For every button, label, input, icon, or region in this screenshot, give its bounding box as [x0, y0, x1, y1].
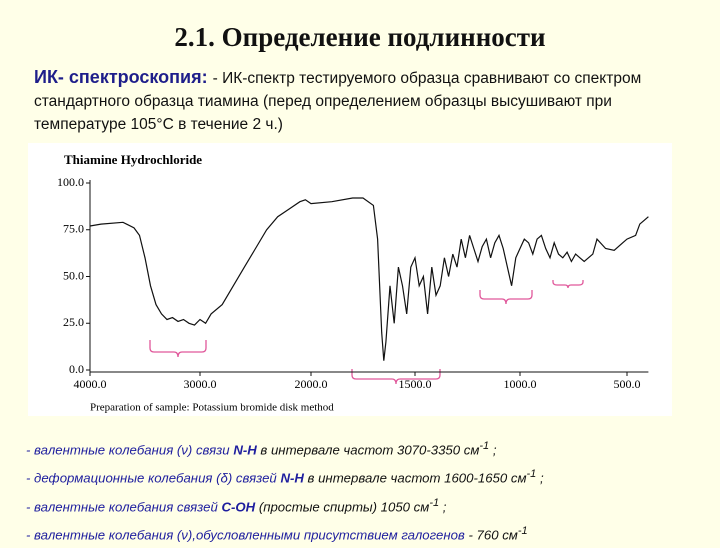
y-tick-label: 25.0 — [63, 315, 84, 329]
note-text: - валентные колебания связей — [26, 499, 222, 515]
braces — [149, 280, 584, 385]
intro-lead: ИК- спектроскопия: — [34, 67, 213, 87]
note: - валентные колебания (ν) связи N-H в ин… — [26, 434, 716, 462]
note-range: (простые спирты) 1050 см — [255, 499, 430, 515]
note-range: в интервале частот 3070-3350 см — [256, 442, 480, 458]
y-tick-label: 75.0 — [63, 222, 84, 236]
note-sup: -1 — [479, 440, 490, 452]
note-range: - 760 см — [464, 527, 518, 543]
y-tick-label: 0.0 — [69, 362, 84, 376]
x-tick-label: 500.0 — [614, 377, 641, 391]
note-end: ; — [536, 470, 544, 486]
chart-title: Thiamine Hydrochloride — [64, 152, 202, 167]
x-tick-label: 3000.0 — [184, 377, 217, 391]
x-tick-label: 2000.0 — [295, 377, 328, 391]
x-tick-label: 1000.0 — [504, 377, 537, 391]
note-text: - деформационные колебания (δ) связей — [26, 470, 281, 486]
intro: ИК- спектроскопия: - ИК-спектр тестируем… — [34, 66, 694, 136]
brace — [351, 369, 441, 385]
spectrum-line — [89, 197, 649, 361]
brace — [552, 280, 584, 289]
x-tick-label: 4000.0 — [74, 377, 107, 391]
note: - валентные колебания (ν),обусловленными… — [26, 519, 716, 547]
slide-title: 2.1. Определение подлинности — [174, 22, 546, 52]
x-tick-label: 1500.0 — [399, 377, 432, 391]
intro-text: - ИК-спектр тестируемого образца сравнив… — [34, 70, 642, 133]
note-range: в интервале частот 1600-1650 см — [303, 470, 527, 486]
note-end: ; — [489, 442, 497, 458]
y-tick-label: 100.0 — [57, 175, 84, 189]
spectrum-chart: Thiamine Hydrochloride Preparation of sa… — [28, 143, 672, 416]
note-text: - валентные колебания (ν),обусловленными… — [26, 527, 465, 543]
note-sup: -1 — [517, 525, 528, 538]
note-sup: -1 — [429, 496, 440, 509]
note-bond: N-H — [233, 442, 257, 458]
note: - валентные колебания связей С-ОН (прост… — [26, 491, 716, 519]
brace — [149, 340, 207, 358]
chart-footer: Preparation of sample: Potassium bromide… — [90, 402, 334, 414]
note: - деформационные колебания (δ) связей N-… — [26, 462, 716, 490]
brace — [479, 290, 533, 305]
y-tick-label: 50.0 — [63, 268, 84, 282]
note-bond: С-ОН — [221, 499, 256, 515]
note-sup: -1 — [526, 468, 537, 481]
chart-background — [28, 143, 672, 416]
note-end: ; — [439, 499, 447, 515]
note-text: - валентные колебания (ν) связи — [26, 442, 234, 458]
note-bond: N-H — [280, 470, 304, 486]
notes: - валентные колебания (ν) связи N-H в ин… — [26, 434, 716, 548]
